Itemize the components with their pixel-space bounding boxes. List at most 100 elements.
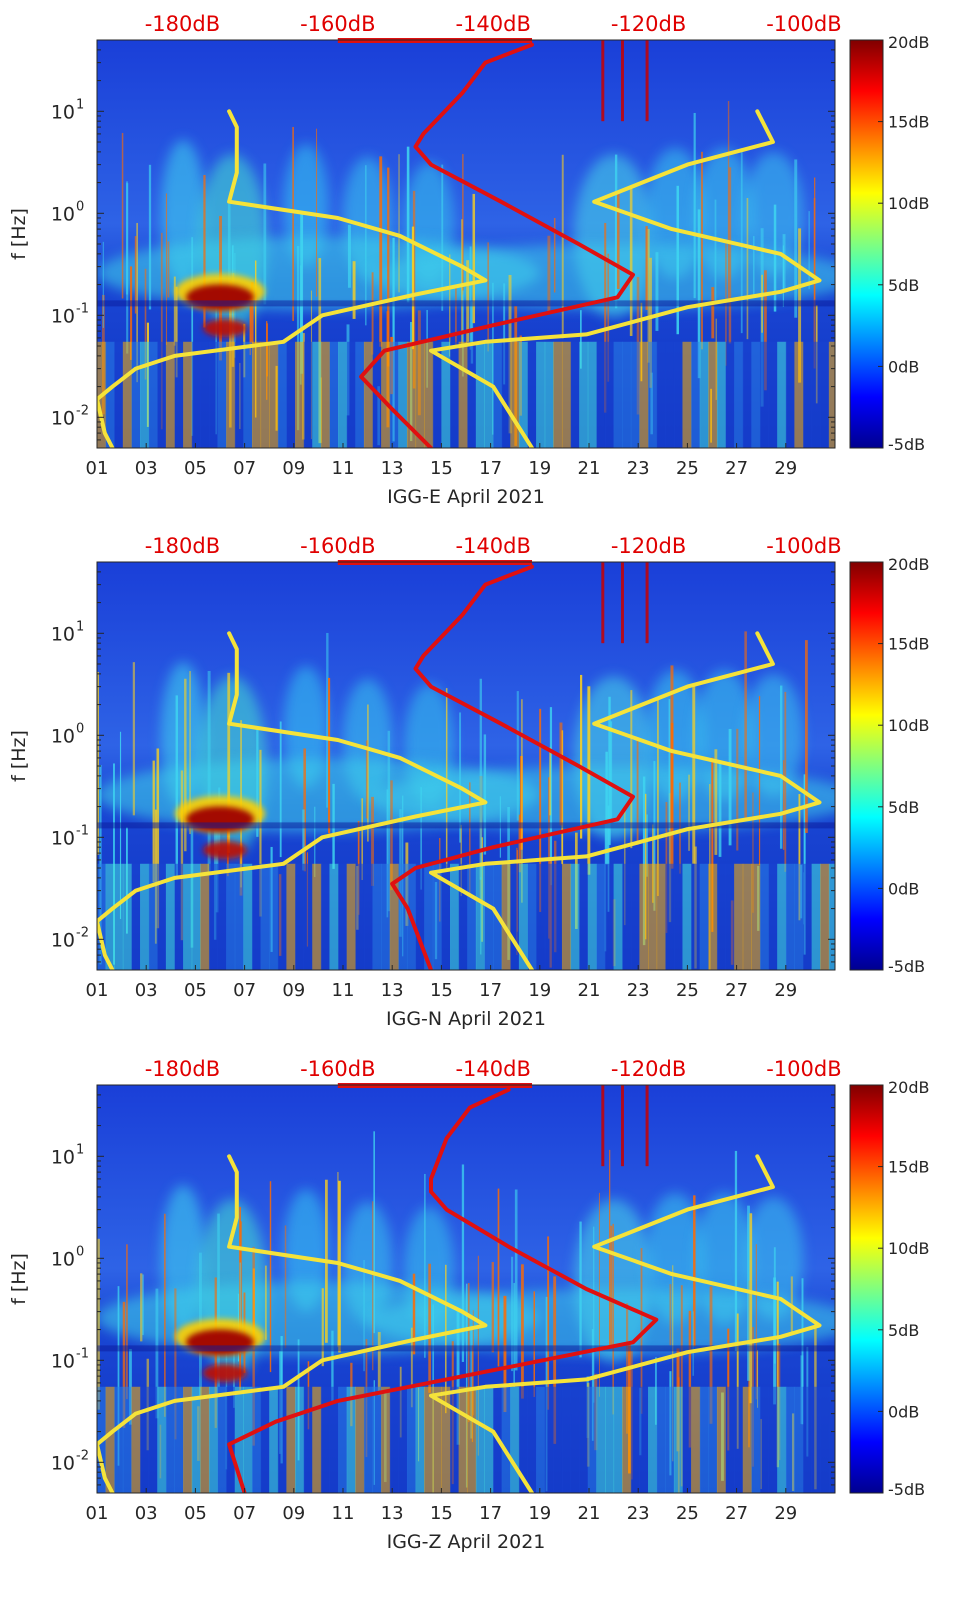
top-axis-label: -140dB	[455, 1057, 530, 1081]
colorbar-tick-label: 5dB	[888, 276, 919, 295]
colorbar-tick-label: -5dB	[888, 435, 925, 454]
psd-curve-2	[390, 564, 635, 970]
x-tick-label: 29	[774, 458, 797, 479]
y-axis-label: f [Hz]	[8, 1253, 30, 1305]
x-tick-label: 21	[578, 458, 601, 479]
colorbar-tick-label: 0dB	[888, 357, 919, 376]
top-axis-label: -140dB	[455, 12, 530, 36]
x-tick-label: 21	[578, 1503, 601, 1524]
x-tick-label: 27	[725, 458, 748, 479]
x-tick-label: 25	[676, 1503, 699, 1524]
x-tick-label: 17	[479, 980, 502, 1001]
y-axis-label: f [Hz]	[8, 208, 30, 260]
x-tick-label: 19	[528, 458, 551, 479]
x-tick-label: 25	[676, 458, 699, 479]
top-axis-label: -100dB	[766, 534, 841, 558]
x-tick-label: 13	[381, 980, 404, 1001]
colorbar-tick-label: 20dB	[888, 555, 930, 574]
psd-curve-1	[359, 42, 635, 448]
y-tick-label: 10	[51, 407, 75, 429]
x-tick-label: 29	[774, 1503, 797, 1524]
low-noise-model-curve-1	[97, 109, 488, 448]
x-tick-label: 07	[233, 980, 256, 1001]
y-tick-exponent: 1	[76, 1142, 84, 1157]
x-tick-label: 05	[184, 1503, 207, 1524]
y-tick-exponent: -2	[76, 1448, 89, 1463]
low-noise-model-curve-3	[97, 1154, 488, 1493]
top-axis-label: -180dB	[145, 1057, 220, 1081]
x-tick-label: 23	[627, 458, 650, 479]
spectrogram-image	[97, 562, 835, 970]
x-tick-label: 15	[430, 980, 453, 1001]
x-tick-label: 19	[528, 980, 551, 1001]
high-noise-model-curve-1	[429, 109, 822, 448]
x-tick-label: 17	[479, 1503, 502, 1524]
y-tick-label: 10	[51, 1452, 75, 1474]
x-tick-label: 15	[430, 458, 453, 479]
x-tick-label: 03	[135, 1503, 158, 1524]
y-tick-label: 10	[51, 725, 75, 747]
x-tick-label: 05	[184, 980, 207, 1001]
low-noise-model-curve-2	[97, 631, 488, 970]
colorbar	[849, 1084, 884, 1494]
x-tick-label: 13	[381, 1503, 404, 1524]
colorbar-tick-label: 20dB	[888, 33, 930, 52]
y-tick-exponent: -1	[76, 301, 89, 316]
x-tick-label: 21	[578, 980, 601, 1001]
x-axis-label: IGG-E April 2021	[387, 486, 545, 508]
y-tick-label: 10	[51, 929, 75, 951]
x-tick-label: 01	[86, 980, 109, 1001]
y-tick-label: 10	[51, 1350, 75, 1372]
colorbar-tick-label: 15dB	[888, 635, 930, 654]
x-tick-label: 07	[233, 458, 256, 479]
x-tick-label: 03	[135, 980, 158, 1001]
high-noise-model-curve-3	[429, 1154, 822, 1493]
colorbar-tick-label: 15dB	[888, 1158, 930, 1177]
colorbar-tick-label: 5dB	[888, 798, 919, 817]
y-tick-label: 10	[51, 1248, 75, 1270]
x-tick-label: 03	[135, 458, 158, 479]
colorbar-tick-label: 20dB	[888, 1078, 930, 1097]
x-tick-label: 13	[381, 458, 404, 479]
colorbar	[849, 39, 884, 449]
top-axis-label: -100dB	[766, 12, 841, 36]
y-tick-label: 10	[51, 203, 75, 225]
y-tick-label: 10	[51, 827, 75, 849]
x-tick-label: 09	[282, 980, 305, 1001]
colorbar-tick-label: 10dB	[888, 716, 930, 735]
top-axis-label: -120dB	[611, 12, 686, 36]
colorbar-tick-label: -5dB	[888, 957, 925, 976]
x-tick-label: 11	[332, 1503, 355, 1524]
top-axis-label: -100dB	[766, 1057, 841, 1081]
x-axis-label: IGG-N April 2021	[386, 1008, 546, 1030]
y-tick-exponent: 1	[76, 97, 84, 112]
y-tick-exponent: -1	[76, 823, 89, 838]
x-tick-label: 11	[332, 980, 355, 1001]
colorbar-tick-label: -5dB	[888, 1480, 925, 1499]
y-tick-label: 10	[51, 1146, 75, 1168]
colorbar-tick-label: 15dB	[888, 113, 930, 132]
x-tick-label: 27	[725, 1503, 748, 1524]
x-tick-label: 11	[332, 458, 355, 479]
top-axis-label: -180dB	[145, 534, 220, 558]
colorbar-tick-label: 10dB	[888, 1239, 930, 1258]
top-axis-label: -120dB	[611, 1057, 686, 1081]
y-tick-label: 10	[51, 101, 75, 123]
y-tick-exponent: -1	[76, 1346, 89, 1361]
colorbar-tick-label: 10dB	[888, 194, 930, 213]
top-axis-label: -160dB	[300, 12, 375, 36]
colorbar-tick-label: 0dB	[888, 1402, 919, 1421]
x-tick-label: 27	[725, 980, 748, 1001]
x-tick-label: 23	[627, 980, 650, 1001]
x-tick-label: 09	[282, 458, 305, 479]
x-tick-label: 05	[184, 458, 207, 479]
x-tick-label: 17	[479, 458, 502, 479]
y-tick-exponent: 0	[76, 1244, 84, 1259]
high-noise-model-curve-2	[429, 631, 822, 970]
x-tick-label: 09	[282, 1503, 305, 1524]
